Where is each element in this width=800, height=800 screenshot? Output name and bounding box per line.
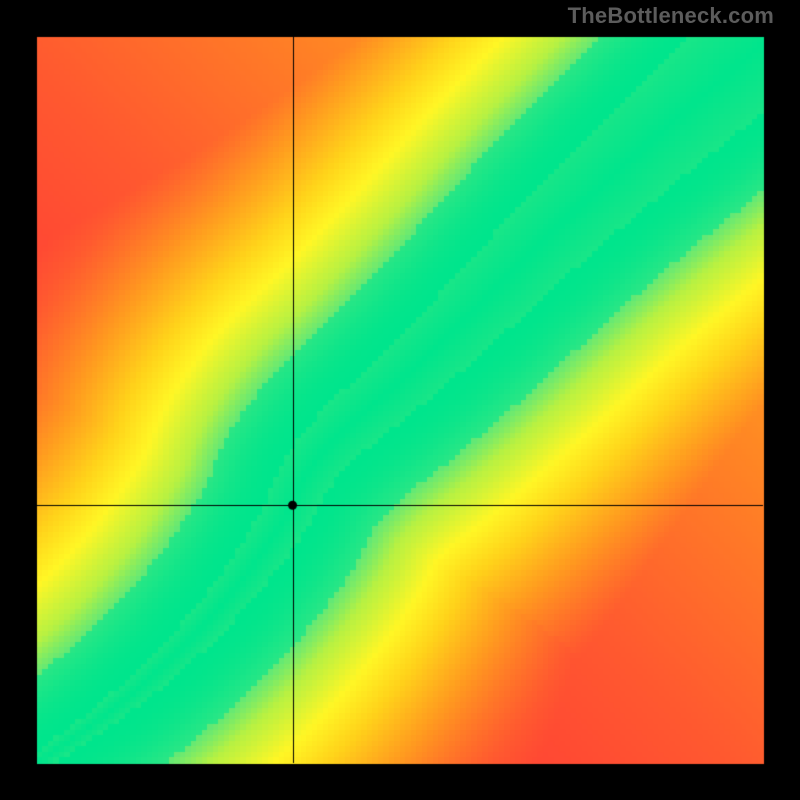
chart-container: TheBottleneck.com	[0, 0, 800, 800]
heatmap-canvas	[0, 0, 800, 800]
watermark-text: TheBottleneck.com	[568, 3, 774, 29]
